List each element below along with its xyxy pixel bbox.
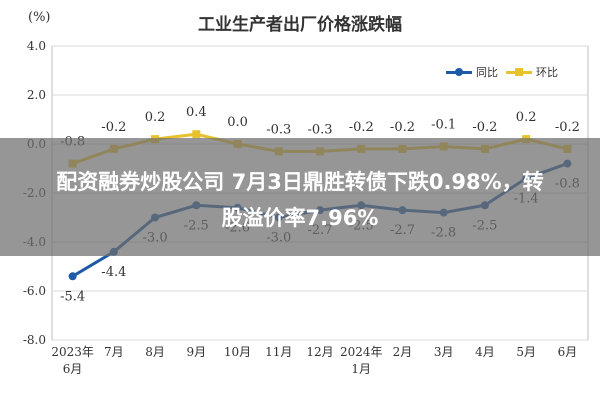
data-label-yoy: -5.4	[60, 289, 85, 304]
data-label-mom: 0.0	[227, 115, 248, 130]
x-tick-label-line: 2月	[393, 345, 413, 359]
x-tick-label-line: 2024年	[340, 345, 383, 359]
x-tick-label: 6月	[558, 345, 578, 359]
x-tick-label: 2023年 6月	[51, 345, 94, 376]
data-label-mom: -0.3	[266, 122, 291, 137]
x-tick-label-line: 10月	[224, 345, 251, 359]
data-label-mom: -0.2	[472, 120, 497, 135]
data-label-mom: 0.4	[186, 105, 207, 120]
legend-swatch-yoy	[446, 67, 472, 76]
y-unit-label: (%)	[28, 10, 51, 25]
x-tick-label-line: 3月	[434, 345, 454, 359]
data-point-yoy	[68, 272, 77, 281]
chart-legend: 同比 环比	[446, 64, 566, 80]
x-tick-label-line: 4月	[475, 345, 495, 359]
legend-swatch-mom	[506, 67, 532, 76]
data-point-mom	[192, 130, 201, 139]
chart-title: 工业生产者出厂价格涨跌幅	[198, 15, 402, 35]
y-tick-label: -8.0	[23, 333, 46, 347]
x-tick-label: 12月	[306, 345, 333, 359]
x-tick-label: 8月	[145, 345, 165, 359]
data-label-mom: -0.2	[555, 120, 580, 135]
data-label-mom: 0.2	[145, 110, 166, 125]
y-tick-label: 2.0	[27, 88, 46, 102]
data-label-yoy: -4.4	[101, 265, 126, 280]
x-tick-label: 7月	[104, 345, 124, 359]
x-tick-label-line: 7月	[104, 345, 124, 359]
legend-item-mom: 环比	[506, 64, 558, 80]
x-tick-label: 2024年 1月	[340, 345, 383, 376]
x-tick-label: 11月	[265, 345, 292, 359]
data-label-mom: -0.2	[101, 120, 126, 135]
data-label-mom: -0.2	[390, 120, 415, 135]
data-label-mom: -0.1	[431, 117, 456, 132]
legend-marker-yoy	[455, 67, 463, 76]
x-tick-label-line: 6月	[558, 345, 578, 359]
legend-label-mom: 环比	[536, 66, 558, 79]
news-overlay-banner	[0, 138, 600, 256]
x-tick-label-line: 8月	[145, 345, 165, 359]
y-tick-label: 4.0	[27, 39, 46, 53]
x-tick-label: 2月	[393, 345, 413, 359]
x-tick-label-line: 11月	[265, 345, 292, 359]
x-tick-label-line: 5月	[516, 345, 536, 359]
x-tick-label: 4月	[475, 345, 495, 359]
news-headline-line-2: 股溢价率7.96%	[221, 206, 379, 230]
legend-label-yoy: 同比	[476, 66, 498, 79]
x-tick-label-line: 1月	[351, 362, 371, 376]
x-tick-label: 5月	[516, 345, 536, 359]
data-label-mom: -0.2	[349, 120, 374, 135]
x-tick-label-line: 12月	[306, 345, 333, 359]
news-headline[interactable]: 配资融券炒股公司 7月3日鼎胜转债下跌0.98%，转 股溢价率7.96%	[0, 164, 600, 236]
data-label-mom: -0.3	[307, 122, 332, 137]
data-label-mom: 0.2	[516, 110, 537, 125]
x-tick-label: 10月	[224, 345, 251, 359]
x-tick-label: 9月	[186, 345, 206, 359]
x-tick-label-line: 2023年	[51, 345, 94, 359]
x-tick-label-line: 9月	[186, 345, 206, 359]
legend-item-yoy: 同比	[446, 64, 498, 80]
y-tick-label: -6.0	[23, 284, 46, 298]
x-tick-label-line: 6月	[63, 362, 83, 376]
x-tick-label: 3月	[434, 345, 454, 359]
legend-marker-mom	[515, 67, 523, 76]
news-headline-line-1: 配资融券炒股公司 7月3日鼎胜转债下跌0.98%，转	[56, 170, 544, 194]
